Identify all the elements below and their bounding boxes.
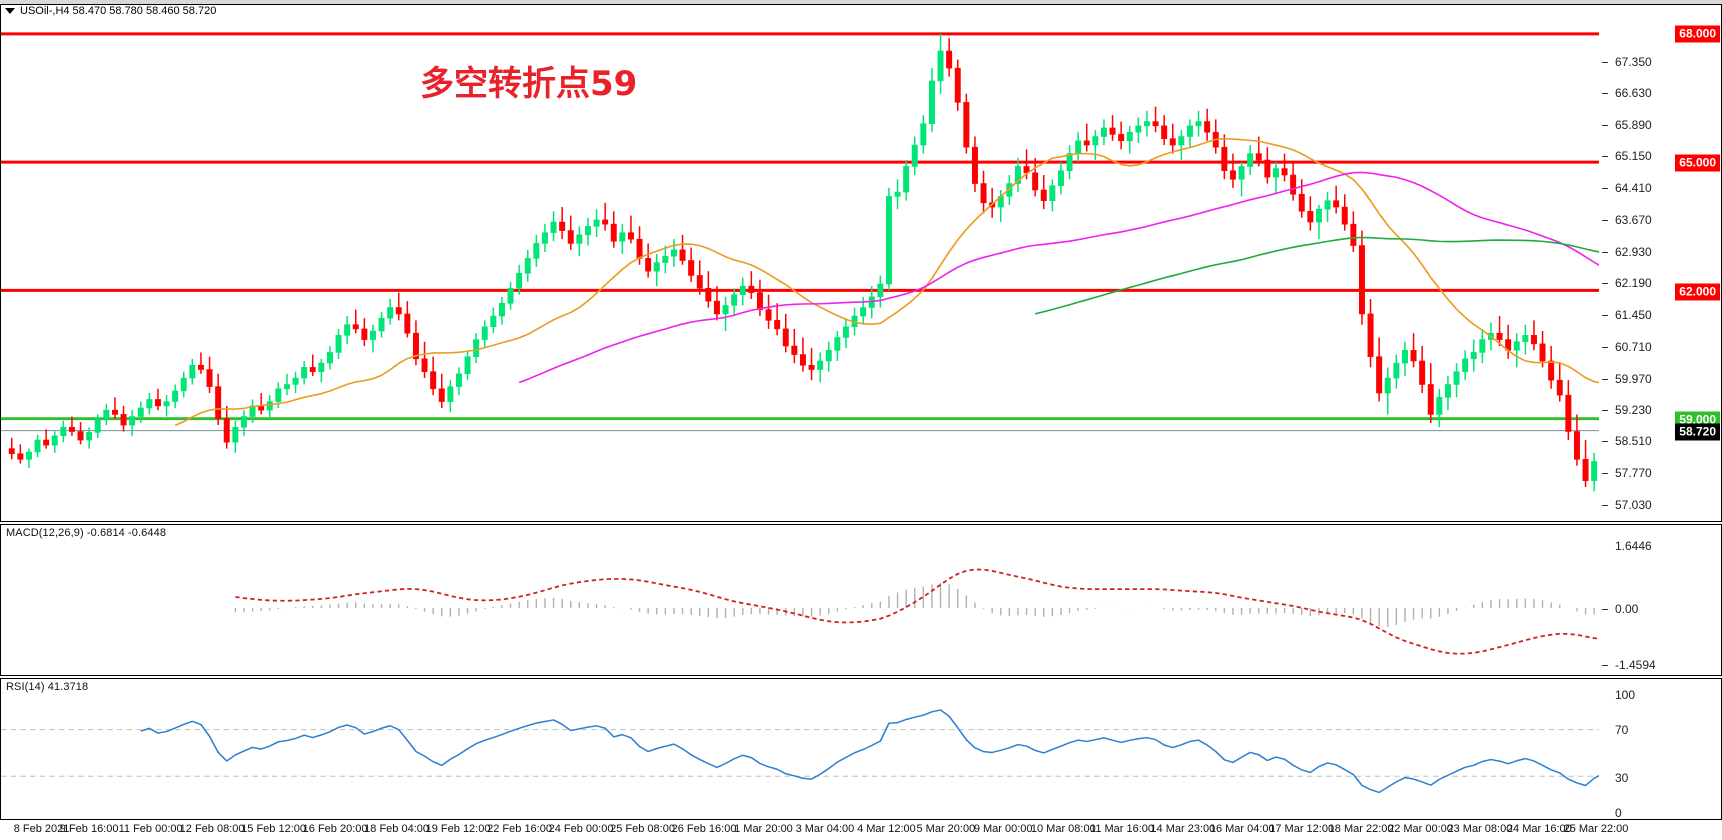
triangle-down-icon[interactable] [5,8,15,14]
price-tick: 60.710 [1599,340,1721,354]
time-axis-label: 4 Mar 12:00 [857,823,916,835]
time-axis-label: 22 Mar 00:00 [1388,823,1453,835]
price-tick: 58.510 [1599,434,1721,448]
time-axis-label: 26 Feb 16:00 [671,823,737,835]
price-tick: 57.030 [1599,498,1721,512]
rsi-plot [1,709,1721,794]
time-axis-label: 17 Mar 12:00 [1269,823,1335,835]
macd-tick: 1.6446 [1615,539,1652,554]
ma-slow-green [1034,236,1707,315]
rsi-line [140,709,1707,794]
rsi-tick: 30 [1615,770,1629,785]
macd-tick: -1.4594 [1599,658,1721,672]
price-chart-panel[interactable]: 67.350 66.630 65.890 65.150 64.410 63.670 62.9… [0,4,1722,522]
chart-annotation-text: 多空转折点59 [420,64,638,104]
time-axis-label: 14 Mar 23:00 [1150,823,1216,835]
time-axis-label: 3 Mar 04:00 [795,823,855,835]
time-axis-label: 22 Feb 16:00 [487,823,552,835]
price-tick: 59.230 [1599,403,1721,417]
time-axis-label: 8 Feb 2021 [13,823,70,835]
time-axis-label: 24 Feb 00:00 [548,823,614,835]
ma-mid-magenta [518,171,1707,384]
time-axis-label: 23 Mar 08:00 [1447,823,1513,835]
price-tick: 65.150 [1599,149,1721,163]
price-scale[interactable]: 67.350 66.630 65.890 65.150 64.410 63.670 62.9… [1599,5,1721,521]
time-axis-label: 24 Mar 16:00 [1506,823,1572,835]
rsi-tick: 0 [1615,806,1622,820]
rsi-tick: 70 [1615,723,1629,738]
macd-signal-line [235,568,1706,655]
time-axis-label: 16 Mar 04:00 [1209,823,1275,835]
rsi-scale[interactable]: 100 70 30 0 [1599,679,1721,820]
ma-fast-orange [174,137,1707,427]
time-axis-label: 15 Feb 12:00 [241,823,307,835]
price-tick: 66.630 [1599,86,1721,100]
macd-tick: 0.00 [1599,602,1721,616]
macd-plot [234,568,1707,655]
symbol-label: USOil-,H4 58.470 58.780 58.460 58.720 [20,5,217,17]
time-axis-label: 11 Mar 16:00 [1090,823,1155,835]
time-axis-label: 11 Feb 00:00 [118,823,183,835]
time-axis-label: 18 Feb 04:00 [364,823,429,835]
time-axis-label: 19 Feb 12:00 [425,823,491,835]
price-tick: 59.970 [1599,372,1721,386]
price-tick: 65.890 [1599,118,1721,132]
macd-histogram [234,582,1707,627]
rsi-label: RSI(14) 41.3718 [6,681,89,693]
candle-series [8,33,1709,492]
time-axis-label: 12 Feb 08:00 [179,823,245,835]
price-tick: 57.770 [1599,466,1721,480]
time-axis-label: 18 Mar 22:00 [1328,823,1394,835]
time-axis[interactable]: 8 Feb 2021 9 Feb 16:00 11 Feb 00:00 12 Feb … [0,820,1628,840]
rsi-tick: 100 [1615,688,1636,702]
time-axis-label: 9 Feb 16:00 [59,823,119,835]
price-tick: 62.190 [1599,276,1721,290]
time-axis-label: 25 Mar 22:00 [1563,823,1629,835]
price-tick: 61.450 [1599,308,1721,322]
macd-scale[interactable]: 1.6446 0.00 -1.4594 [1599,525,1721,675]
time-axis-label: 25 Feb 08:00 [610,823,675,835]
window-top-strip [0,0,1722,4]
symbol-info-bar: USOil-,H4 58.470 58.780 58.460 58.720 [0,4,1722,18]
level-tag-65: 65.000 [1675,154,1720,172]
price-tick: 64.410 [1599,181,1721,195]
macd-label: MACD(12,26,9) -0.6814 -0.6448 [6,527,167,539]
price-tick: 67.350 [1599,55,1721,69]
level-tag-68: 68.000 [1675,25,1720,43]
level-tag-62: 62.000 [1675,283,1720,301]
time-axis-label: 16 Feb 20:00 [302,823,368,835]
rsi-chart-panel[interactable]: 100 70 30 0 RSI(14) 41.3718 [0,678,1722,820]
price-tick: 63.670 [1599,213,1721,227]
time-axis-label: 5 Mar 20:00 [916,823,976,835]
price-candlestick-plot [1,32,1721,492]
time-axis-label: 10 Mar 08:00 [1030,823,1096,835]
time-axis-label: 9 Mar 00:00 [973,823,1033,835]
price-tick: 62.930 [1599,245,1721,259]
current-price-tag: 58.720 [1675,423,1720,441]
time-axis-label: 1 Mar 20:00 [734,823,793,835]
macd-chart-panel[interactable]: 1.6446 0.00 -1.4594 MACD(12,26,9) -0.6814 … [0,524,1722,676]
